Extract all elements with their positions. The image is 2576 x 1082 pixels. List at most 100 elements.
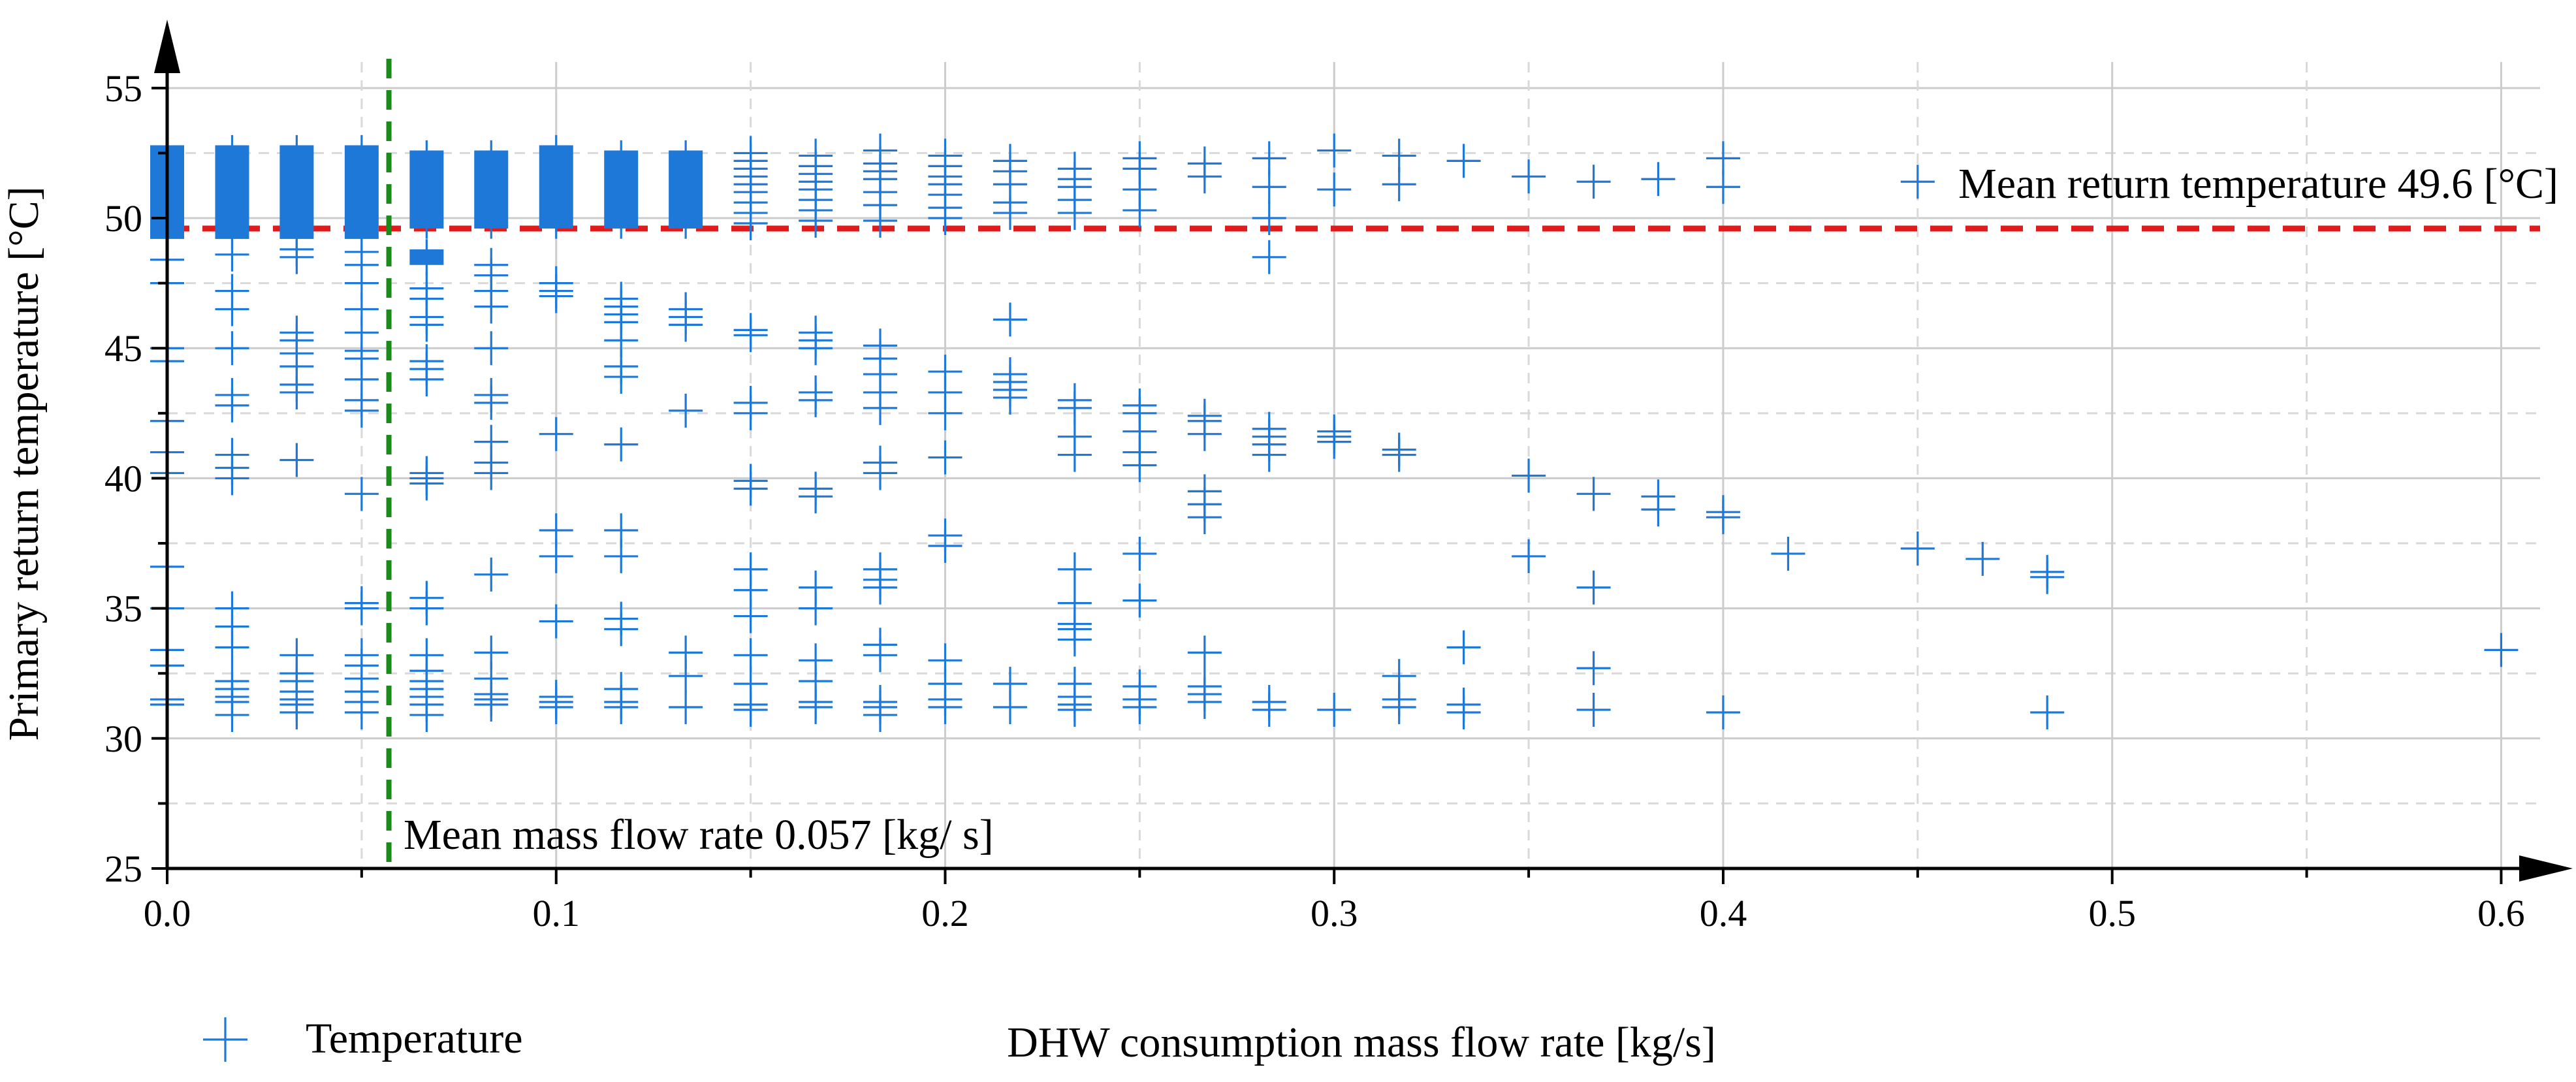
data-point bbox=[1057, 622, 1092, 657]
data-point bbox=[215, 292, 249, 326]
data-point bbox=[1576, 570, 1611, 605]
data-point bbox=[1187, 500, 1222, 535]
data-point bbox=[1512, 458, 1546, 493]
y-tick-label: 35 bbox=[104, 588, 142, 630]
data-point bbox=[1317, 424, 1352, 459]
data-point bbox=[474, 289, 509, 324]
data-point bbox=[279, 240, 314, 274]
y-axis-arrow bbox=[154, 20, 180, 73]
data-point bbox=[669, 393, 703, 428]
x-tick-label: 0.6 bbox=[2477, 892, 2525, 934]
data-point bbox=[539, 279, 573, 313]
legend-label-temperature: Temperature bbox=[306, 1015, 523, 1062]
data-point bbox=[474, 688, 509, 722]
data-markers-layer bbox=[150, 133, 2519, 732]
data-point bbox=[1576, 692, 1611, 727]
data-point bbox=[1187, 159, 1222, 194]
data-point bbox=[669, 308, 703, 342]
data-point bbox=[928, 440, 962, 475]
data-point bbox=[409, 308, 444, 342]
data-point bbox=[1187, 417, 1222, 451]
data-point bbox=[1252, 692, 1286, 727]
axes-layer: 25 30 35 40 45 50 55 0.0 0.1 0.2 0.3 0.4 0.5 0.6 bbox=[104, 20, 2573, 934]
data-point bbox=[928, 529, 962, 563]
data-point bbox=[1122, 583, 1157, 618]
data-point bbox=[1057, 196, 1092, 231]
data-point bbox=[733, 396, 768, 430]
mean-return-temperature-label: Mean return temperature 49.6 [°C] bbox=[1958, 160, 2558, 208]
data-point bbox=[539, 690, 573, 724]
data-point bbox=[1057, 552, 1092, 586]
data-point bbox=[2484, 633, 2519, 667]
data-point bbox=[474, 557, 509, 592]
data-point bbox=[1512, 159, 1546, 194]
data-point bbox=[1446, 144, 1481, 178]
data-point bbox=[1252, 141, 1286, 176]
mean-mass-flow-label: Mean mass flow rate 0.057 [kg/ s] bbox=[404, 811, 994, 859]
x-tick-label: 0.0 bbox=[144, 892, 191, 934]
data-point bbox=[863, 638, 897, 673]
data-point bbox=[669, 690, 703, 724]
data-point bbox=[993, 196, 1027, 231]
legend: Temperature bbox=[203, 1015, 523, 1062]
data-point bbox=[474, 385, 509, 420]
data-point bbox=[993, 302, 1027, 337]
data-point bbox=[539, 539, 573, 573]
data-point bbox=[799, 331, 833, 366]
data-point bbox=[539, 417, 573, 451]
data-point bbox=[1317, 692, 1352, 727]
data-point bbox=[279, 375, 314, 409]
data-point bbox=[604, 690, 639, 724]
data-point bbox=[1252, 201, 1286, 236]
data-point bbox=[1706, 500, 1740, 535]
data-point bbox=[1641, 492, 1676, 527]
data-point bbox=[733, 206, 768, 240]
x-tick-label: 0.3 bbox=[1311, 892, 1358, 934]
data-point bbox=[993, 690, 1027, 724]
data-point bbox=[1576, 477, 1611, 511]
data-point bbox=[1187, 685, 1222, 720]
data-point bbox=[215, 331, 249, 366]
data-point bbox=[1706, 170, 1740, 204]
x-axis-arrow bbox=[2519, 855, 2573, 882]
y-tick-label: 30 bbox=[104, 718, 142, 760]
data-point bbox=[1057, 390, 1092, 425]
x-axis-title: DHW consumption mass flow rate [kg/s] bbox=[1007, 1019, 1716, 1066]
data-point bbox=[1122, 193, 1157, 228]
data-point bbox=[539, 604, 573, 639]
data-point bbox=[733, 471, 768, 506]
data-point bbox=[344, 477, 379, 511]
x-tick-label: 0.2 bbox=[921, 892, 969, 934]
data-point bbox=[1382, 167, 1416, 202]
data-point bbox=[1252, 170, 1286, 204]
data-point bbox=[604, 612, 639, 646]
data-point bbox=[799, 690, 833, 724]
y-tick-label: 50 bbox=[104, 197, 142, 240]
data-point bbox=[279, 695, 314, 729]
data-point bbox=[215, 388, 249, 422]
data-point bbox=[215, 461, 249, 496]
y-tick-label: 45 bbox=[104, 327, 142, 370]
data-point bbox=[1446, 695, 1481, 729]
y-tick-label: 55 bbox=[104, 67, 142, 110]
data-point bbox=[344, 695, 379, 729]
data-point bbox=[1317, 133, 1352, 168]
data-point bbox=[1512, 539, 1546, 573]
y-tick-label: 25 bbox=[104, 848, 142, 890]
data-point bbox=[1900, 165, 1935, 199]
x-tick-label: 0.1 bbox=[532, 892, 580, 934]
data-point bbox=[1057, 438, 1092, 472]
data-point bbox=[1122, 536, 1157, 571]
data-point bbox=[799, 204, 833, 238]
data-point bbox=[409, 362, 444, 397]
x-tick-label: 0.4 bbox=[1700, 892, 1747, 934]
data-point bbox=[474, 456, 509, 490]
data-point bbox=[1057, 692, 1092, 727]
y-tick-label: 40 bbox=[104, 457, 142, 500]
data-point bbox=[2030, 560, 2065, 594]
data-point bbox=[1706, 141, 1740, 176]
data-point bbox=[409, 697, 444, 732]
data-point bbox=[993, 380, 1027, 415]
data-point bbox=[1252, 438, 1286, 472]
